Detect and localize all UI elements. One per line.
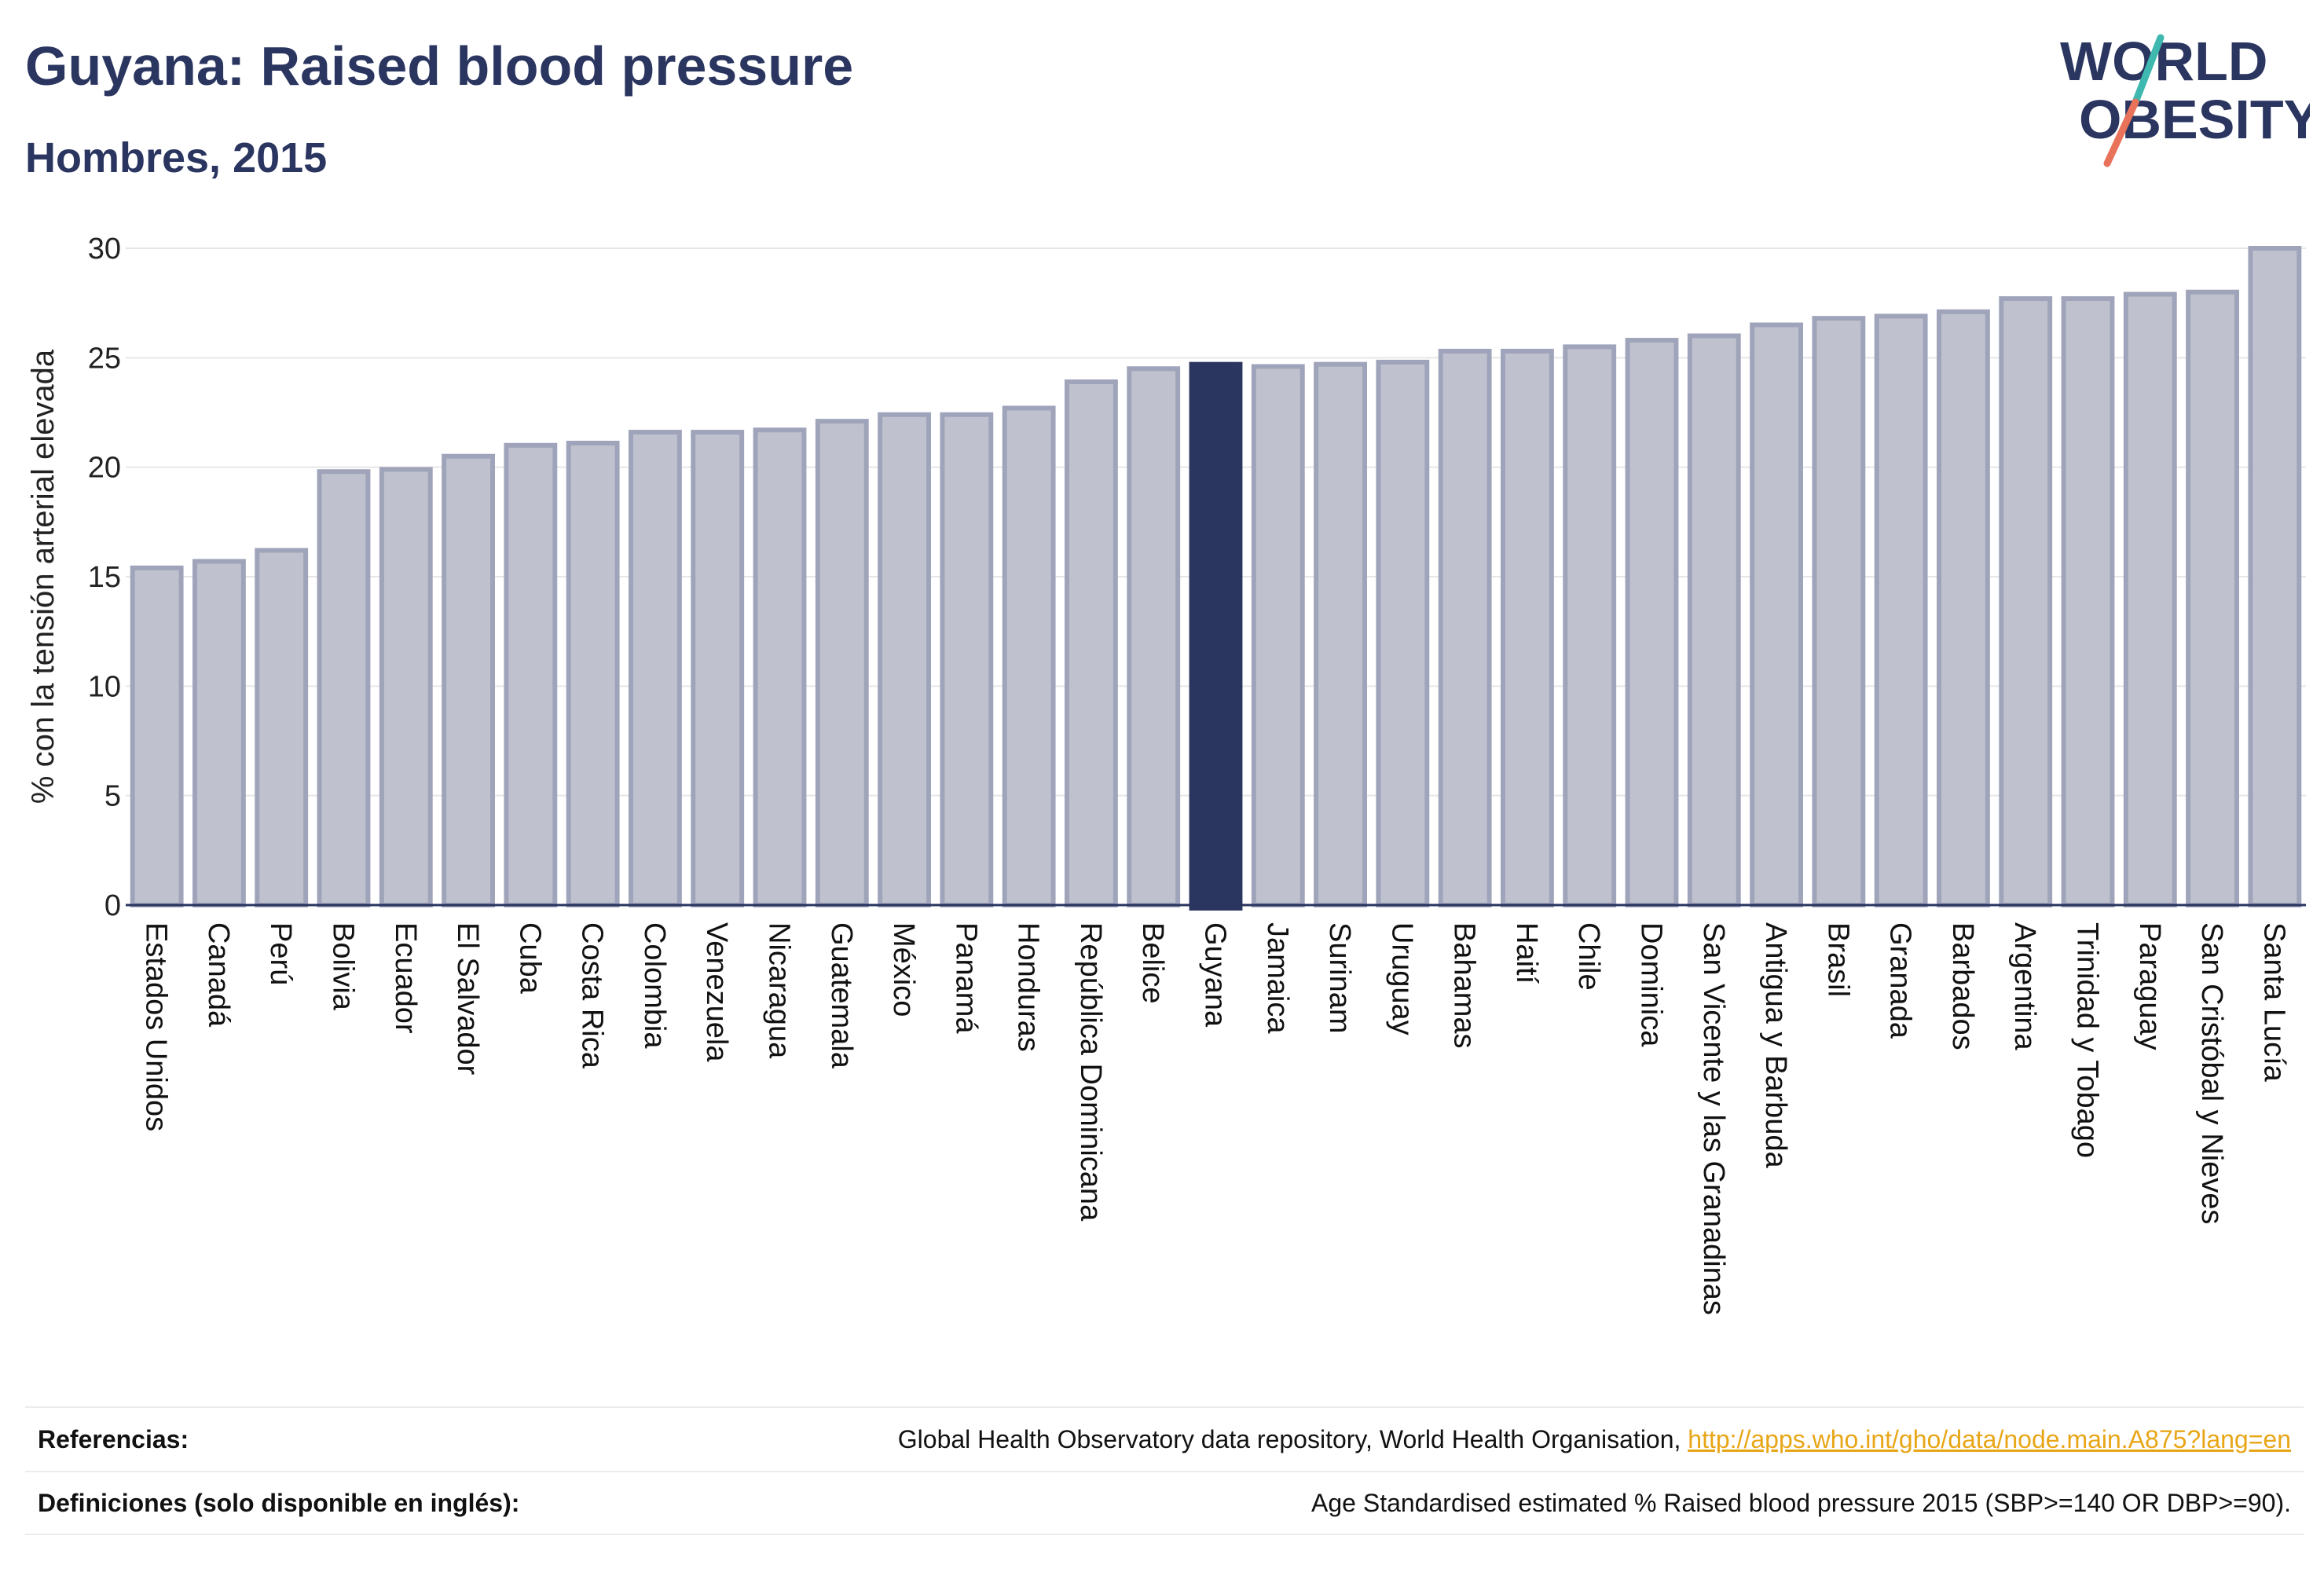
bar-series	[130, 246, 2302, 911]
x-tick-label: Antigua y Barbuda	[1759, 922, 1792, 1169]
bar	[442, 453, 495, 907]
y-tick-label: 30	[88, 233, 121, 266]
bar	[940, 412, 994, 907]
y-axis-ticks: 0 5 10 15 20 25 30	[88, 233, 121, 922]
logo-slash-coral-icon	[2103, 98, 2139, 167]
logo-slash-teal-icon	[2132, 34, 2165, 106]
bar	[1251, 364, 1305, 908]
x-tick-label: Honduras	[1012, 922, 1045, 1052]
bar	[2186, 289, 2239, 907]
bar	[691, 430, 745, 907]
x-tick-label: San Cristóbal y Nieves	[2195, 922, 2228, 1224]
bar-highlight	[1189, 361, 1243, 911]
x-tick-label: Jamaica	[1261, 922, 1294, 1034]
bar	[1937, 309, 1990, 907]
references-value: Global Health Observatory data repositor…	[898, 1425, 2291, 1454]
bar	[379, 467, 433, 907]
bar	[878, 412, 931, 907]
x-tick-label: Santa Lucía	[2257, 922, 2290, 1083]
bar	[1999, 296, 2053, 907]
x-tick-label: Colombia	[638, 922, 671, 1049]
y-tick-label: 5	[104, 780, 121, 813]
definitions-text: Age Standardised estimated % Raised bloo…	[1311, 1488, 2291, 1517]
x-tick-label: Uruguay	[1385, 922, 1418, 1035]
x-tick-label: Barbados	[1946, 922, 1979, 1050]
definitions-label: Definiciones (solo disponible en inglés)…	[38, 1488, 520, 1517]
bar	[815, 419, 869, 907]
bar	[1065, 379, 1118, 907]
y-axis-label: % con la tensión arterial elevada	[26, 349, 60, 804]
y-tick-label: 15	[88, 561, 121, 594]
bar	[1376, 359, 1430, 907]
x-tick-label: Guatemala	[825, 922, 858, 1069]
bar	[1625, 338, 1679, 908]
x-tick-label: Bahamas	[1448, 922, 1481, 1049]
x-tick-label: Brasil	[1821, 922, 1854, 997]
bar	[130, 565, 184, 907]
bar	[2061, 296, 2115, 907]
x-tick-label: Bolivia	[327, 922, 360, 1011]
x-tick-label: Guyana	[1199, 922, 1232, 1028]
x-axis-tick-labels: Estados Unidos Canadá Perú Bolivia Ecuador El…	[140, 922, 2291, 1315]
x-tick-label: Granada	[1884, 922, 1917, 1039]
x-tick-label: Perú	[264, 922, 297, 985]
x-tick-label: Nicaragua	[763, 922, 796, 1059]
y-tick-label: 0	[104, 889, 121, 922]
bar	[1750, 322, 1803, 907]
x-tick-label: Surinam	[1323, 922, 1356, 1034]
chart-title: Guyana: Raised blood pressure	[25, 35, 854, 97]
x-tick-label: El Salvador	[451, 922, 484, 1076]
bar	[1002, 405, 1056, 907]
world-obesity-logo: WORLD OBESITY	[2060, 31, 2310, 167]
bar	[317, 469, 371, 907]
y-tick-label: 20	[88, 452, 121, 485]
references-label: Referencias:	[38, 1424, 189, 1453]
bar	[2123, 291, 2177, 907]
x-tick-label: Paraguay	[2133, 922, 2166, 1050]
y-tick-label: 10	[88, 670, 121, 703]
x-tick-label: Costa Rica	[576, 922, 609, 1069]
bar	[566, 441, 620, 907]
bar	[1501, 348, 1554, 907]
bar	[1314, 361, 1367, 907]
footer: Referencias: Global Health Observatory d…	[25, 1406, 2304, 1535]
bar	[1812, 316, 1866, 907]
x-tick-label: Haití	[1510, 922, 1543, 984]
bar	[1438, 348, 1492, 907]
x-tick-label: Argentina	[2008, 922, 2041, 1051]
bar	[1127, 366, 1181, 907]
references-row: Referencias: Global Health Observatory d…	[25, 1406, 2304, 1471]
x-tick-label: Panamá	[949, 922, 982, 1034]
bar	[753, 427, 807, 907]
bar	[1687, 333, 1741, 907]
x-tick-label: República Dominicana	[1074, 922, 1107, 1222]
bar	[2248, 246, 2302, 907]
x-tick-label: San Vicente y las Granadinas	[1697, 922, 1730, 1315]
x-tick-label: Cuba	[513, 922, 546, 995]
x-tick-label: Ecuador	[389, 922, 422, 1034]
x-tick-label: Venezuela	[700, 922, 733, 1062]
x-tick-label: Canadá	[202, 922, 235, 1028]
bar	[504, 442, 558, 907]
bar	[629, 430, 682, 907]
bar	[1563, 344, 1617, 907]
references-text: Global Health Observatory data repositor…	[897, 1424, 1688, 1453]
bar	[1874, 313, 1928, 907]
bar	[255, 548, 309, 907]
references-link[interactable]: http://apps.who.int/gho/data/node.main.A…	[1688, 1424, 2291, 1453]
bar-chart: 0 5 10 15 20 25 30 Estados Unidos Canadá Perú Bol…	[26, 233, 2306, 1315]
x-tick-label: Chile	[1572, 922, 1605, 991]
bar	[192, 559, 246, 907]
x-tick-label: Trinidad y Tobago	[2071, 922, 2104, 1158]
y-tick-label: 25	[88, 342, 121, 375]
x-tick-label: Estados Unidos	[140, 922, 173, 1131]
x-tick-label: Belice	[1136, 922, 1169, 1004]
x-tick-label: México	[887, 922, 920, 1017]
chart-subtitle: Hombres, 2015	[25, 134, 328, 181]
x-tick-label: Dominica	[1635, 922, 1668, 1047]
definitions-row: Definiciones (solo disponible en inglés)…	[25, 1471, 2304, 1535]
logo-line-1: WORLD	[2060, 31, 2267, 92]
